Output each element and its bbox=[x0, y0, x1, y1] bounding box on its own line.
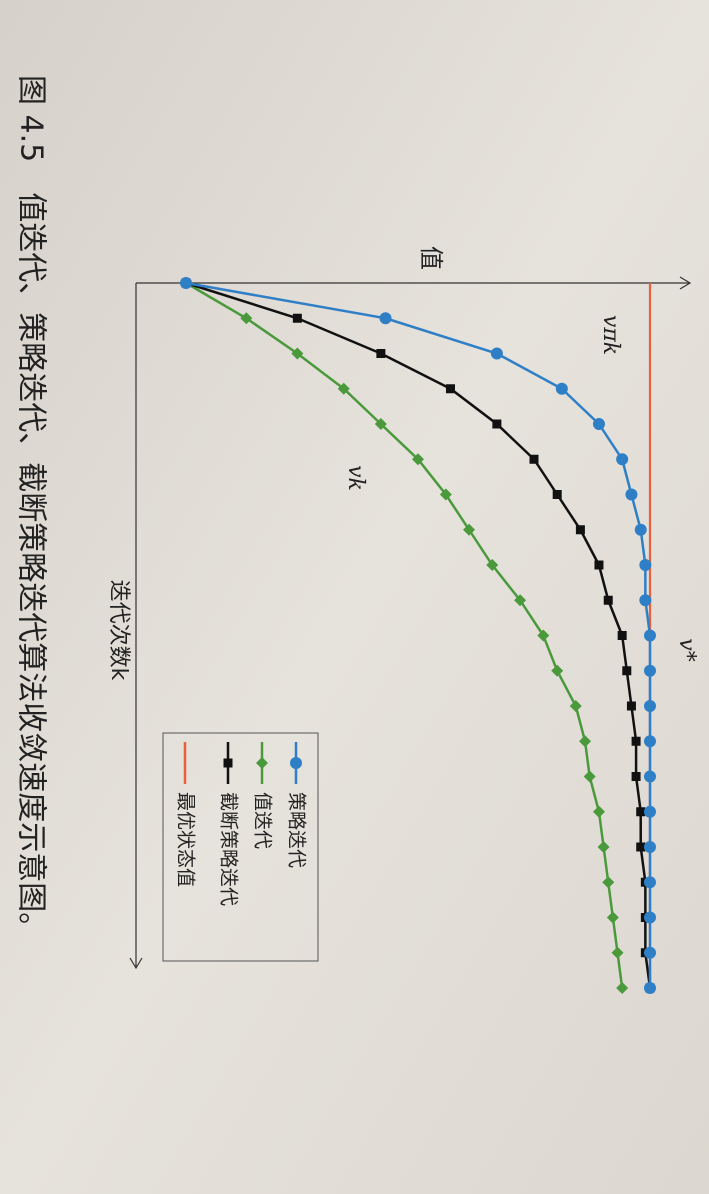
point bbox=[569, 700, 582, 712]
point bbox=[376, 349, 386, 358]
point bbox=[631, 772, 641, 781]
point bbox=[490, 347, 503, 360]
point bbox=[529, 454, 539, 464]
legend-label: 最优状态值 bbox=[175, 792, 197, 887]
point bbox=[622, 666, 632, 676]
point bbox=[639, 594, 652, 607]
axis-arrow bbox=[679, 276, 692, 290]
point bbox=[492, 419, 502, 429]
point bbox=[625, 488, 638, 501]
point bbox=[412, 453, 424, 466]
point bbox=[644, 982, 656, 994]
annotation: vk bbox=[343, 465, 368, 491]
point bbox=[636, 842, 646, 852]
point bbox=[486, 559, 499, 571]
caption: 图 4.5 值迭代、策略迭代、截断策略迭代算法收敛速度示意图。 bbox=[14, 75, 49, 942]
point bbox=[597, 841, 610, 853]
point bbox=[594, 560, 604, 570]
point bbox=[180, 277, 192, 289]
point bbox=[575, 525, 585, 535]
point bbox=[644, 841, 656, 853]
point bbox=[379, 312, 392, 325]
point bbox=[644, 664, 656, 677]
point bbox=[644, 911, 656, 924]
point bbox=[592, 418, 605, 430]
point bbox=[240, 312, 253, 325]
legend-marker bbox=[223, 758, 233, 768]
legend-label: 截断策略迭代 bbox=[218, 792, 240, 906]
legend-marker bbox=[290, 757, 302, 769]
point bbox=[537, 629, 550, 642]
legend-label: 策略迭代 bbox=[286, 792, 308, 868]
point bbox=[616, 453, 629, 466]
point bbox=[644, 805, 656, 818]
point bbox=[644, 770, 656, 783]
legend-marker bbox=[256, 757, 268, 769]
point bbox=[583, 770, 596, 783]
point bbox=[606, 911, 619, 924]
point bbox=[636, 807, 646, 817]
point bbox=[514, 594, 527, 607]
annotation: vπk bbox=[598, 315, 623, 355]
point bbox=[634, 523, 647, 536]
legend-label: 值迭代 bbox=[252, 792, 274, 849]
axis-arrow bbox=[129, 957, 143, 970]
point bbox=[644, 946, 656, 959]
point bbox=[644, 700, 656, 712]
point bbox=[579, 735, 592, 748]
point bbox=[644, 735, 656, 748]
point bbox=[552, 490, 562, 499]
point bbox=[611, 946, 624, 959]
point bbox=[602, 876, 615, 889]
point bbox=[551, 664, 564, 677]
point bbox=[463, 523, 476, 536]
point bbox=[337, 382, 350, 395]
point bbox=[617, 631, 627, 640]
point bbox=[631, 736, 641, 746]
point bbox=[644, 629, 656, 642]
point bbox=[439, 488, 452, 501]
point bbox=[445, 384, 455, 394]
y-axis-label: 值 bbox=[417, 246, 445, 270]
annotation: v* bbox=[674, 638, 699, 661]
point bbox=[616, 982, 629, 994]
point bbox=[555, 382, 568, 395]
x-axis-label: 迭代次数k bbox=[106, 580, 131, 681]
legend-box bbox=[162, 732, 319, 962]
point bbox=[603, 595, 613, 605]
point bbox=[639, 559, 652, 571]
point bbox=[292, 313, 302, 323]
point bbox=[374, 418, 387, 430]
point bbox=[626, 701, 636, 711]
point bbox=[592, 805, 605, 818]
point bbox=[291, 347, 304, 360]
point bbox=[644, 876, 656, 889]
